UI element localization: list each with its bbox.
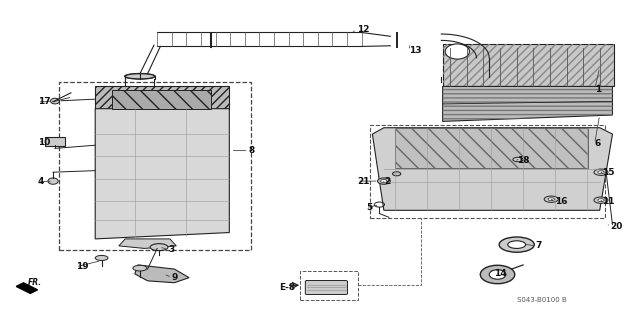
- Polygon shape: [372, 128, 612, 210]
- Ellipse shape: [445, 44, 469, 59]
- Text: 15: 15: [602, 168, 615, 177]
- Text: 6: 6: [595, 139, 601, 148]
- Ellipse shape: [513, 157, 523, 162]
- Polygon shape: [443, 86, 612, 122]
- Text: 20: 20: [611, 222, 623, 231]
- FancyBboxPatch shape: [305, 280, 348, 294]
- Text: 18: 18: [516, 156, 529, 165]
- Ellipse shape: [378, 178, 390, 184]
- Text: 9: 9: [172, 273, 178, 282]
- Text: 21: 21: [357, 177, 369, 186]
- Ellipse shape: [125, 74, 155, 79]
- Ellipse shape: [594, 169, 608, 175]
- Ellipse shape: [95, 256, 108, 261]
- Ellipse shape: [150, 244, 168, 251]
- FancyArrow shape: [16, 283, 38, 293]
- Polygon shape: [119, 239, 176, 249]
- Ellipse shape: [480, 265, 515, 284]
- Text: 17: 17: [38, 97, 51, 106]
- Ellipse shape: [499, 237, 534, 252]
- Text: 2: 2: [384, 177, 390, 186]
- Polygon shape: [396, 128, 588, 168]
- Ellipse shape: [381, 180, 387, 183]
- Ellipse shape: [133, 265, 147, 271]
- FancyBboxPatch shape: [45, 137, 65, 145]
- Polygon shape: [443, 44, 614, 86]
- Text: 5: 5: [366, 203, 372, 212]
- Text: 11: 11: [602, 197, 615, 206]
- Text: 13: 13: [410, 46, 422, 56]
- Text: S043-B0100 B: S043-B0100 B: [517, 297, 567, 303]
- Ellipse shape: [489, 270, 506, 279]
- Text: 12: 12: [357, 26, 369, 34]
- Text: 7: 7: [536, 241, 542, 250]
- Ellipse shape: [598, 171, 604, 174]
- Ellipse shape: [51, 98, 60, 104]
- Text: 19: 19: [76, 262, 89, 271]
- Text: FR.: FR.: [28, 278, 42, 287]
- Polygon shape: [95, 109, 229, 239]
- Text: 3: 3: [168, 245, 174, 254]
- Ellipse shape: [594, 197, 608, 203]
- Polygon shape: [135, 265, 189, 283]
- Text: 4: 4: [38, 177, 44, 186]
- Ellipse shape: [598, 199, 604, 202]
- Ellipse shape: [544, 196, 558, 202]
- Text: E-8: E-8: [280, 283, 296, 292]
- Text: 10: 10: [38, 137, 50, 146]
- Ellipse shape: [508, 241, 525, 249]
- Text: 16: 16: [555, 197, 568, 206]
- Text: 8: 8: [248, 146, 255, 155]
- Ellipse shape: [392, 172, 401, 176]
- Text: 14: 14: [493, 269, 506, 278]
- Ellipse shape: [48, 178, 58, 184]
- Text: 1: 1: [595, 85, 601, 94]
- Polygon shape: [113, 90, 211, 109]
- Polygon shape: [95, 86, 229, 109]
- Ellipse shape: [125, 73, 156, 79]
- Ellipse shape: [548, 198, 554, 201]
